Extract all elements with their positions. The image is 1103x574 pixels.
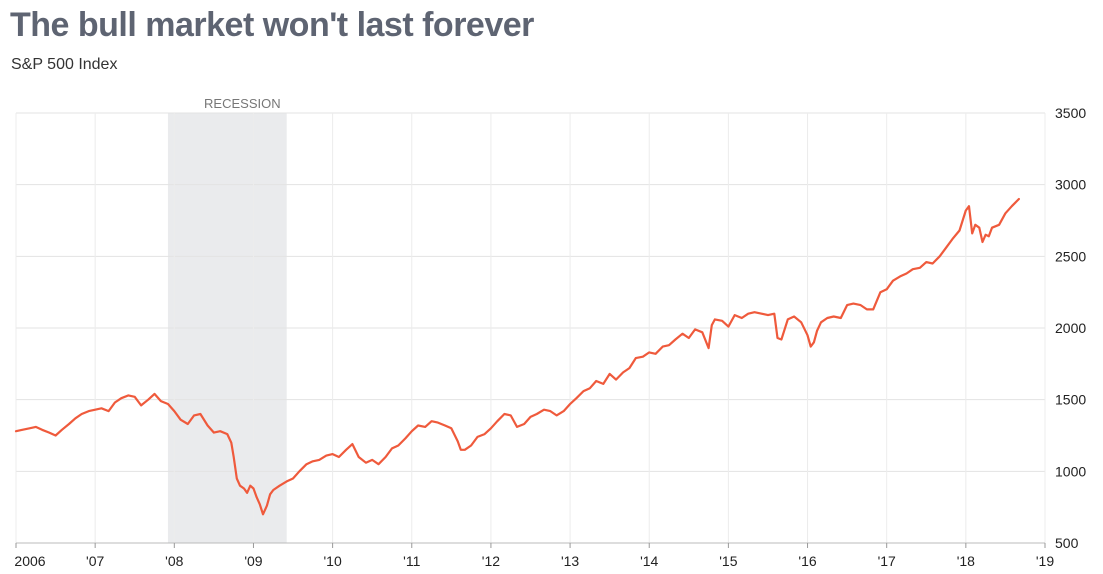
chart-subtitle: S&P 500 Index [11, 56, 118, 73]
y-tick-label: 2500 [1055, 248, 1086, 264]
x-tick-label: '19 [1036, 553, 1054, 569]
x-tick-label: '13 [561, 553, 579, 569]
x-tick-label: '14 [640, 553, 658, 569]
y-tick-label: 1500 [1055, 392, 1086, 408]
y-tick-label: 500 [1055, 535, 1079, 551]
x-tick-label: '17 [878, 553, 896, 569]
x-tick-label: '16 [798, 553, 816, 569]
x-tick-label: '12 [482, 553, 500, 569]
y-tick-label: 1000 [1055, 463, 1086, 479]
sp500-series-line [14, 197, 1021, 516]
chart-title: The bull market won't last forever [10, 6, 534, 44]
x-tick-label: '15 [719, 553, 737, 569]
x-tick-label: 2006 [14, 553, 45, 569]
y-tick-label: 2000 [1055, 320, 1086, 336]
y-tick-label: 3500 [1055, 105, 1086, 121]
y-tick-label: 3000 [1055, 177, 1086, 193]
x-tick-label: '10 [323, 553, 341, 569]
x-tick-label: '08 [165, 553, 183, 569]
x-tick-label: '11 [403, 553, 420, 569]
x-tick-label: '09 [244, 553, 262, 569]
x-tick-label: '18 [957, 553, 975, 569]
recession-label: RECESSION [204, 96, 281, 111]
x-tick-label: '07 [86, 553, 104, 569]
